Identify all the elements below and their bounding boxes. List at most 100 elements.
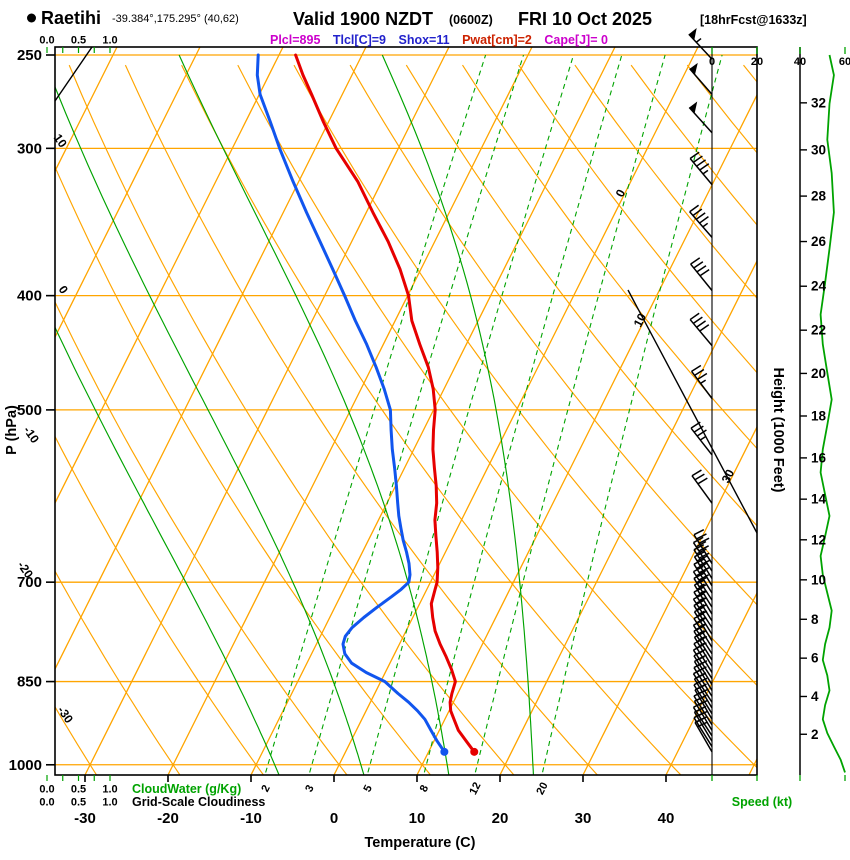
barb-feather xyxy=(695,212,706,220)
isotherm--20 xyxy=(167,47,533,775)
barb-feather xyxy=(696,583,708,590)
barb-feather xyxy=(691,469,702,477)
dewpoint-curve xyxy=(255,53,446,754)
dry-adiabat-140 xyxy=(743,64,757,83)
station-coords: -39.384°,175.295° (40,62) xyxy=(112,13,239,25)
valid-time: Valid 1900 NZDT xyxy=(293,9,433,29)
isotherm-20 xyxy=(499,259,757,775)
wind-barb-546 xyxy=(690,421,713,456)
height-tick-label: 24 xyxy=(811,279,827,294)
isotherm-30 xyxy=(582,425,757,775)
height-tick-label: 12 xyxy=(811,532,826,547)
forecast-info: [18hrFcst@1633z] xyxy=(700,13,807,27)
speed-axis-title: Speed (kt) xyxy=(732,795,792,809)
isotherm-0 xyxy=(333,47,699,775)
dry-adiabat-0 xyxy=(55,300,348,775)
pressure-tick-label: 850 xyxy=(17,674,42,691)
mixing-ratio-label-8: 8 xyxy=(418,783,431,794)
barb-feather xyxy=(698,545,709,552)
valid-utc: (0600Z) xyxy=(449,13,493,27)
dry-adiabat-40 xyxy=(181,64,682,775)
wind-barb-755 xyxy=(693,586,713,622)
param-shox: Shox=11 xyxy=(399,33,450,47)
height-tick-label: 14 xyxy=(811,492,827,507)
isotherm--60 xyxy=(55,47,201,339)
cloudwater-scale-label-top: 0.5 xyxy=(71,35,86,47)
height-tick-label: 30 xyxy=(811,142,826,157)
barb-half-feather xyxy=(698,604,705,609)
isotherm-40 xyxy=(665,591,757,775)
barb-feather xyxy=(693,599,705,607)
barb-feather xyxy=(693,261,704,269)
dewpoint-surface-dot xyxy=(440,747,449,756)
barb-feather xyxy=(696,429,707,437)
barb-feather xyxy=(697,372,708,380)
barb-feather xyxy=(693,558,705,565)
barb-feather xyxy=(698,574,709,581)
param-pwat: Pwat[cm]=2 xyxy=(462,33,532,47)
param-cape: Cape[J]= 0 xyxy=(544,33,608,47)
moist-adiabat-25 xyxy=(381,54,534,775)
reference-line-0 xyxy=(55,47,93,102)
barb-feather xyxy=(696,604,707,611)
temperature-curve xyxy=(294,53,476,754)
mixing-ratio-label-20: 20 xyxy=(534,780,550,796)
barb-feather xyxy=(699,216,709,224)
height-tick-label: 6 xyxy=(811,651,819,666)
pressure-tick-label: 300 xyxy=(17,140,42,157)
height-tick-label: 28 xyxy=(811,189,827,204)
barb-feather xyxy=(694,551,705,558)
barb-feather xyxy=(692,208,703,217)
reference-line-1 xyxy=(627,289,757,534)
speed-curve xyxy=(819,54,846,773)
mixing-ratio-label-5: 5 xyxy=(361,783,374,794)
speed-profile-layer xyxy=(819,54,846,773)
dry-adiabat-label--30: -30 xyxy=(55,704,77,727)
mixing-ratio-line-8 xyxy=(423,54,623,775)
barb-feather xyxy=(695,540,707,548)
barb-feather xyxy=(690,257,701,265)
mixing-ratio-label-12: 12 xyxy=(467,780,483,796)
moist-adiabat-5 xyxy=(55,85,365,775)
barb-feather xyxy=(698,537,710,544)
station-name: Raetihi xyxy=(41,8,101,28)
barb-feather xyxy=(698,567,710,574)
pressure-tick-label: 250 xyxy=(17,47,42,64)
dry-adiabat-70 xyxy=(349,64,757,606)
temperature-surface-dot xyxy=(470,747,479,756)
pressure-tick-label: 1000 xyxy=(9,757,42,774)
barb-feather xyxy=(696,548,707,555)
barb-staff xyxy=(688,106,713,134)
barb-half-feather xyxy=(702,222,709,228)
temperature-tick-label: 20 xyxy=(492,810,509,827)
barb-feather xyxy=(694,368,705,376)
cloudwater-scale-label-bottom: 1.0 xyxy=(102,784,117,796)
dry-adiabat--30 xyxy=(55,705,98,775)
isotherm--40 xyxy=(55,47,367,671)
pressure-tick-label: 700 xyxy=(17,574,42,591)
param-tlcl: Tlcl[C]=9 xyxy=(333,33,386,47)
moist-adiabat-15 xyxy=(178,54,450,775)
barb-feather xyxy=(695,569,707,577)
temperature-tick-label: -20 xyxy=(157,810,179,827)
cloudiness-scale-label: 0.0 xyxy=(39,797,54,809)
barb-feather xyxy=(693,572,705,579)
dry-adiabat-label--10: -10 xyxy=(21,424,43,447)
isotherm-label-10: 10 xyxy=(631,311,650,330)
barb-feather xyxy=(693,593,704,600)
barb-feather xyxy=(693,536,704,544)
dry-adiabat-10 xyxy=(55,165,432,775)
isotherm--10 xyxy=(250,47,616,775)
temperature-tick-label: -30 xyxy=(74,810,96,827)
mixing-ratio-line-5 xyxy=(366,54,575,775)
isotherm--70 xyxy=(55,47,118,173)
dry-adiabat-30 xyxy=(124,64,599,775)
height-tick-label: 8 xyxy=(811,612,819,627)
barb-half-feather xyxy=(698,623,705,628)
barb-half-feather xyxy=(698,630,705,635)
height-tick-label: 10 xyxy=(811,572,826,587)
cloudwater-scale-label-top: 1.0 xyxy=(102,35,117,47)
barb-feather xyxy=(696,590,707,597)
